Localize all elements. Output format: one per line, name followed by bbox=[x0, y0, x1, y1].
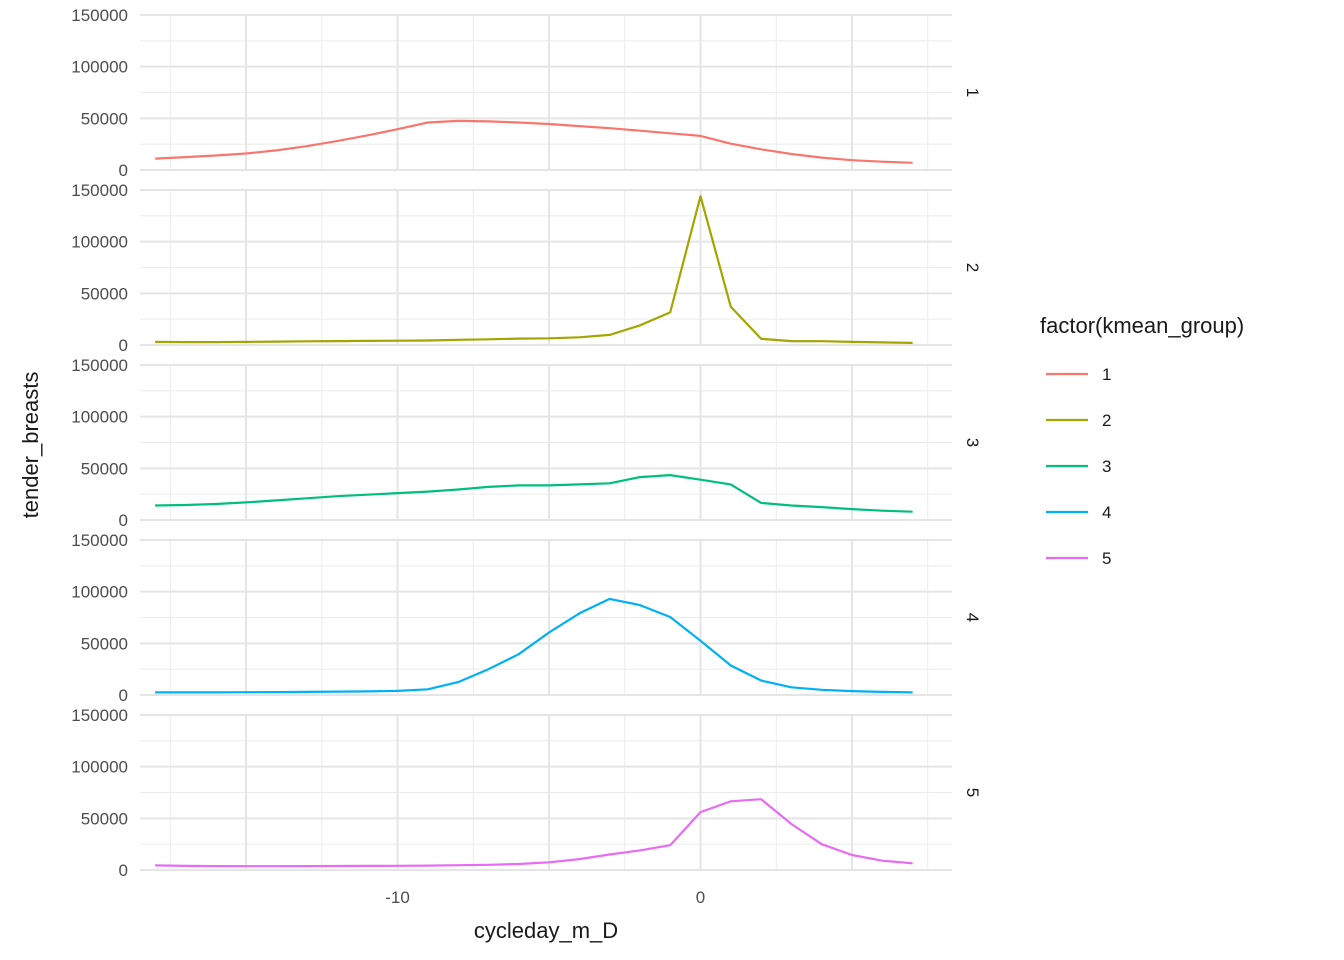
series-line-1 bbox=[155, 119, 913, 164]
y-tick-label: 50000 bbox=[81, 109, 128, 128]
y-tick-label: 150000 bbox=[71, 6, 128, 25]
legend-item-5: 5 bbox=[1046, 549, 1111, 568]
y-tick-label: 150000 bbox=[71, 706, 128, 725]
y-tick-label: 50000 bbox=[81, 284, 128, 303]
x-tick-label: -10 bbox=[385, 888, 410, 907]
legend-item-3: 3 bbox=[1046, 457, 1111, 476]
facet-strip-label: 2 bbox=[963, 263, 982, 272]
facet-panel-1: 0 50000 100000 150000 1 bbox=[71, 6, 982, 180]
facet-panel-3: 0 50000 100000 150000 3 bbox=[71, 356, 982, 530]
legend-item-1: 1 bbox=[1046, 365, 1111, 384]
legend-item-2: 2 bbox=[1046, 411, 1111, 430]
x-axis-title: cycleday_m_D bbox=[474, 918, 618, 943]
legend-title: factor(kmean_group) bbox=[1040, 313, 1244, 338]
y-tick-label: 50000 bbox=[81, 809, 128, 828]
y-axis-title: tender_breasts bbox=[18, 372, 43, 519]
legend-label: 3 bbox=[1102, 457, 1111, 476]
y-tick-label: 150000 bbox=[71, 356, 128, 375]
y-tick-label: 0 bbox=[119, 511, 128, 530]
y-tick-label: 0 bbox=[119, 861, 128, 880]
facet-panel-5: 0 50000 100000 150000 5 bbox=[71, 706, 982, 880]
y-tick-label: 0 bbox=[119, 336, 128, 355]
facet-strip-label: 5 bbox=[963, 788, 982, 797]
y-tick-label: 50000 bbox=[81, 459, 128, 478]
facet-strip-label: 1 bbox=[963, 88, 982, 97]
y-tick-label: 50000 bbox=[81, 634, 128, 653]
legend-label: 1 bbox=[1102, 365, 1111, 384]
y-tick-label: 100000 bbox=[71, 233, 128, 252]
series-line-2 bbox=[155, 195, 913, 344]
facet-panel-2: 0 50000 100000 150000 2 bbox=[71, 181, 982, 355]
series-line-5 bbox=[155, 798, 913, 868]
y-tick-label: 150000 bbox=[71, 531, 128, 550]
legend-label: 5 bbox=[1102, 549, 1111, 568]
y-tick-label: 100000 bbox=[71, 408, 128, 427]
y-tick-label: 100000 bbox=[71, 583, 128, 602]
facet-strip-label: 3 bbox=[963, 438, 982, 447]
y-tick-label: 100000 bbox=[71, 758, 128, 777]
x-tick-label: 0 bbox=[696, 888, 705, 907]
y-tick-label: 150000 bbox=[71, 181, 128, 200]
legend-keys: 1 2 3 4 5 bbox=[1046, 365, 1111, 568]
series-line-3 bbox=[155, 474, 913, 513]
legend-item-4: 4 bbox=[1046, 503, 1111, 522]
facet-strip-label: 4 bbox=[963, 613, 982, 622]
legend-label: 2 bbox=[1102, 411, 1111, 430]
y-tick-label: 0 bbox=[119, 161, 128, 180]
y-tick-label: 0 bbox=[119, 686, 128, 705]
x-axis: -10 0 bbox=[385, 888, 705, 907]
facet-panels: 0 50000 100000 150000 1 0 50000 100000 150000 2 0 5… bbox=[71, 6, 982, 880]
y-tick-label: 100000 bbox=[71, 58, 128, 77]
legend: factor(kmean_group) 1 2 3 4 5 bbox=[1040, 313, 1244, 568]
legend-label: 4 bbox=[1102, 503, 1111, 522]
facet-panel-4: 0 50000 100000 150000 4 bbox=[71, 531, 982, 705]
series-line-4 bbox=[155, 597, 913, 694]
